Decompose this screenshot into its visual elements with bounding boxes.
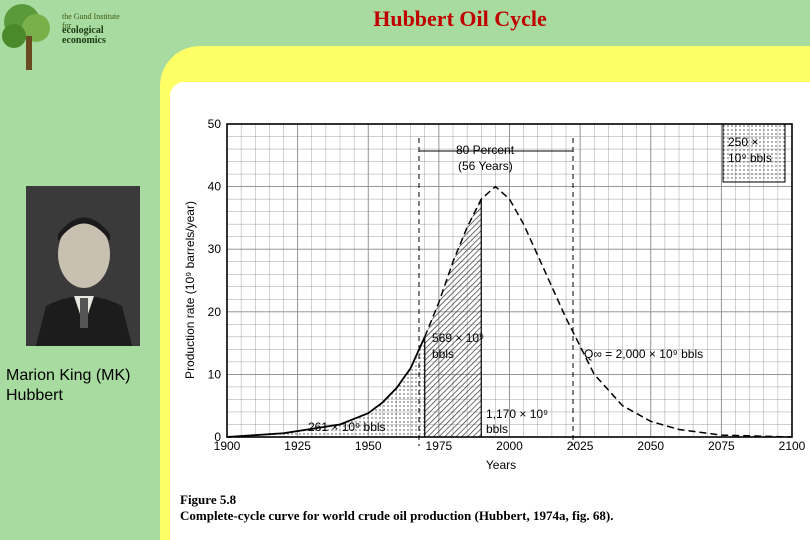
x-axis-label: Years — [486, 458, 516, 472]
annotation-569-unit: bbls — [432, 347, 454, 361]
figure-panel — [170, 82, 810, 540]
y-tick-label: 10 — [208, 367, 222, 381]
y-tick-labels: 0 10 20 30 40 50 — [208, 117, 222, 444]
chart-axes — [226, 123, 793, 438]
annotation-q-infinity: Q∞ = 2,000 × 10⁹ bbls — [584, 347, 703, 361]
annotation-250-line2: 10⁹ bbls — [728, 151, 772, 165]
figure-caption: Complete-cycle curve for world crude oil… — [180, 508, 614, 523]
y-tick-label: 0 — [214, 430, 221, 444]
y-tick-label: 20 — [208, 305, 222, 319]
tree-icon — [2, 4, 50, 70]
gund-institute-logo: the Gund Institute for ecological econom… — [0, 0, 125, 72]
logo-text-top: the Gund Institute for — [62, 12, 120, 30]
y-tick-label: 50 — [208, 117, 222, 131]
x-tick-label: 2100 — [779, 439, 806, 453]
legend-box-250 — [722, 123, 786, 183]
annotation-261: 261 × 10⁹ bbls — [308, 420, 386, 434]
logo-text-bottom: ecological economics — [62, 25, 106, 46]
portrait-caption: Marion King (MK) Hubbert — [6, 367, 131, 404]
x-tick-label: 2075 — [708, 439, 735, 453]
slide-title: Hubbert Oil Cycle — [373, 6, 547, 31]
area-cumulative-past — [227, 336, 425, 437]
hubbert-portrait — [26, 186, 140, 346]
curve-projected — [424, 185, 793, 438]
annotation-80-percent: 80 Percent — [456, 143, 515, 157]
x-tick-label: 2000 — [496, 439, 523, 453]
x-tick-label: 2050 — [637, 439, 664, 453]
portrait-image — [26, 186, 140, 346]
chart-curve — [226, 185, 793, 438]
area-proved-reserves — [424, 199, 482, 437]
hubbert-curve-chart: 0 10 20 30 40 50 1900 1925 1950 1975 2000 2025 2050… — [183, 117, 806, 472]
x-tick-label: 1900 — [214, 439, 241, 453]
annotation-250-line1: 250 × — [728, 135, 758, 149]
plot-frame — [226, 123, 793, 438]
x-tick-labels: 1900 1925 1950 1975 2000 2025 2050 2075 2100 — [214, 439, 806, 453]
figure-label: Figure 5.8 — [180, 492, 237, 507]
y-tick-label: 30 — [208, 242, 222, 256]
x-tick-label: 1950 — [355, 439, 382, 453]
curve-historical — [226, 336, 426, 438]
annotation-1170: 1,170 × 10⁹ — [486, 407, 548, 421]
annotation-56-years: (56 Years) — [458, 159, 513, 173]
y-tick-label: 40 — [208, 180, 222, 194]
x-tick-label: 1925 — [284, 439, 311, 453]
x-tick-label: 2025 — [567, 439, 594, 453]
y-axis-label: Production rate (10⁹ barrels/year) — [183, 201, 197, 379]
x-tick-label: 1975 — [426, 439, 453, 453]
annotation-1170-unit: bbls — [486, 422, 508, 436]
annotation-569: 569 × 10⁹ — [432, 331, 484, 345]
chart-shaded-areas — [227, 199, 482, 437]
